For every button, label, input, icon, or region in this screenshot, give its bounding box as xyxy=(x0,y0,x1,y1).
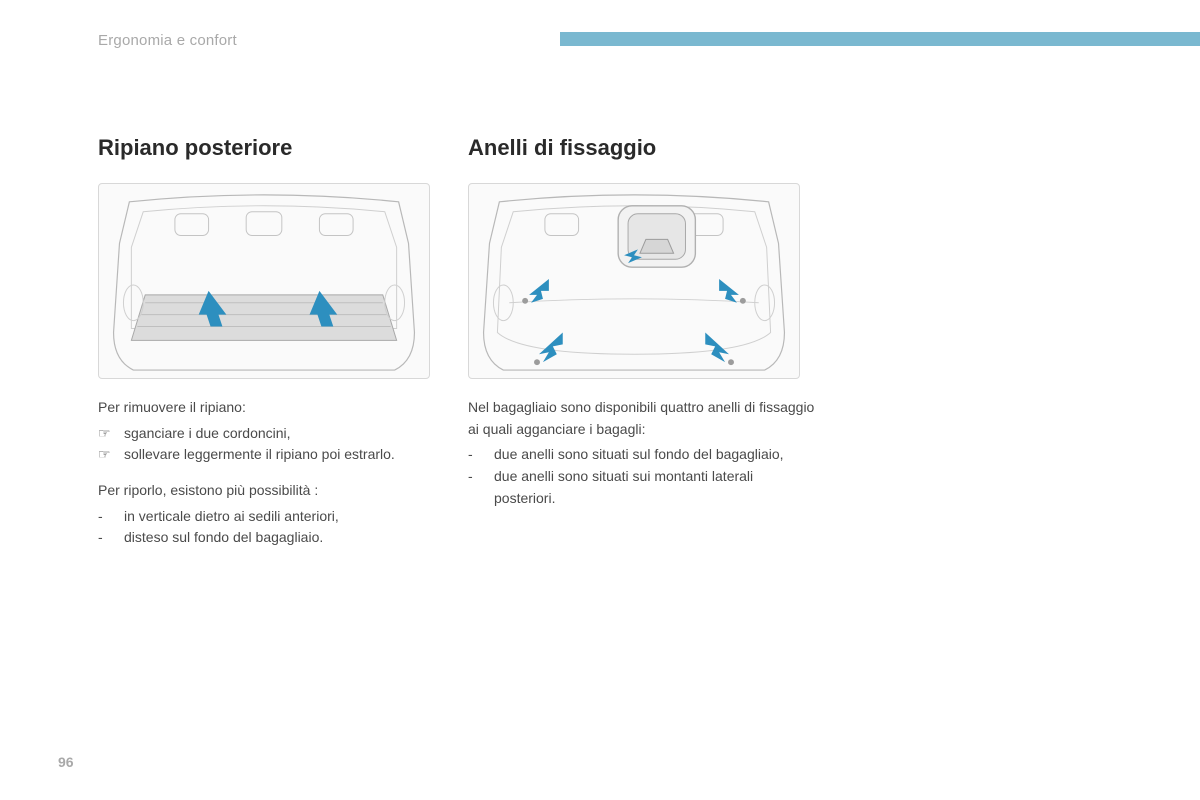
illustration-lashing-rings xyxy=(468,183,800,379)
page-number: 96 xyxy=(58,754,74,770)
accent-bar xyxy=(560,32,1200,46)
illustration-rear-shelf xyxy=(98,183,430,379)
intro-remove: Per rimuovere il ripiano: xyxy=(98,397,448,419)
title-anelli: Anelli di fissaggio xyxy=(468,135,818,161)
list-item: - disteso sul fondo del bagagliaio. xyxy=(98,527,448,549)
body-text-left: Per rimuovere il ripiano: ☞ sganciare i … xyxy=(98,397,448,549)
dash-icon: - xyxy=(468,444,494,466)
title-ripiano: Ripiano posteriore xyxy=(98,135,448,161)
content-columns: Ripiano posteriore xyxy=(98,135,1140,563)
list-item: ☞ sollevare leggermente il ripiano poi e… xyxy=(98,444,448,466)
list-item: - due anelli sono situati sui montanti l… xyxy=(468,466,818,509)
dash-icon: - xyxy=(468,466,494,488)
dash-icon: - xyxy=(98,506,124,528)
steps-list: ☞ sganciare i due cordoncini, ☞ sollevar… xyxy=(98,423,448,466)
column-left: Ripiano posteriore xyxy=(98,135,448,563)
rings-list: - due anelli sono situati sul fondo del … xyxy=(468,444,818,509)
pointer-icon: ☞ xyxy=(98,423,124,445)
body-text-right: Nel bagagliaio sono disponibili quattro … xyxy=(468,397,818,509)
list-item: ☞ sganciare i due cordoncini, xyxy=(98,423,448,445)
dash-icon: - xyxy=(98,527,124,549)
pointer-icon: ☞ xyxy=(98,444,124,466)
section-label: Ergonomia e confort xyxy=(98,32,237,49)
intro-storage: Per riporlo, esistono più possibilità : xyxy=(98,480,448,502)
column-right: Anelli di fissaggio xyxy=(468,135,818,563)
list-item: - due anelli sono situati sul fondo del … xyxy=(468,444,818,466)
intro-rings: Nel bagagliaio sono disponibili quattro … xyxy=(468,397,818,440)
list-item: - in verticale dietro ai sedili anterior… xyxy=(98,506,448,528)
storage-list: - in verticale dietro ai sedili anterior… xyxy=(98,506,448,549)
